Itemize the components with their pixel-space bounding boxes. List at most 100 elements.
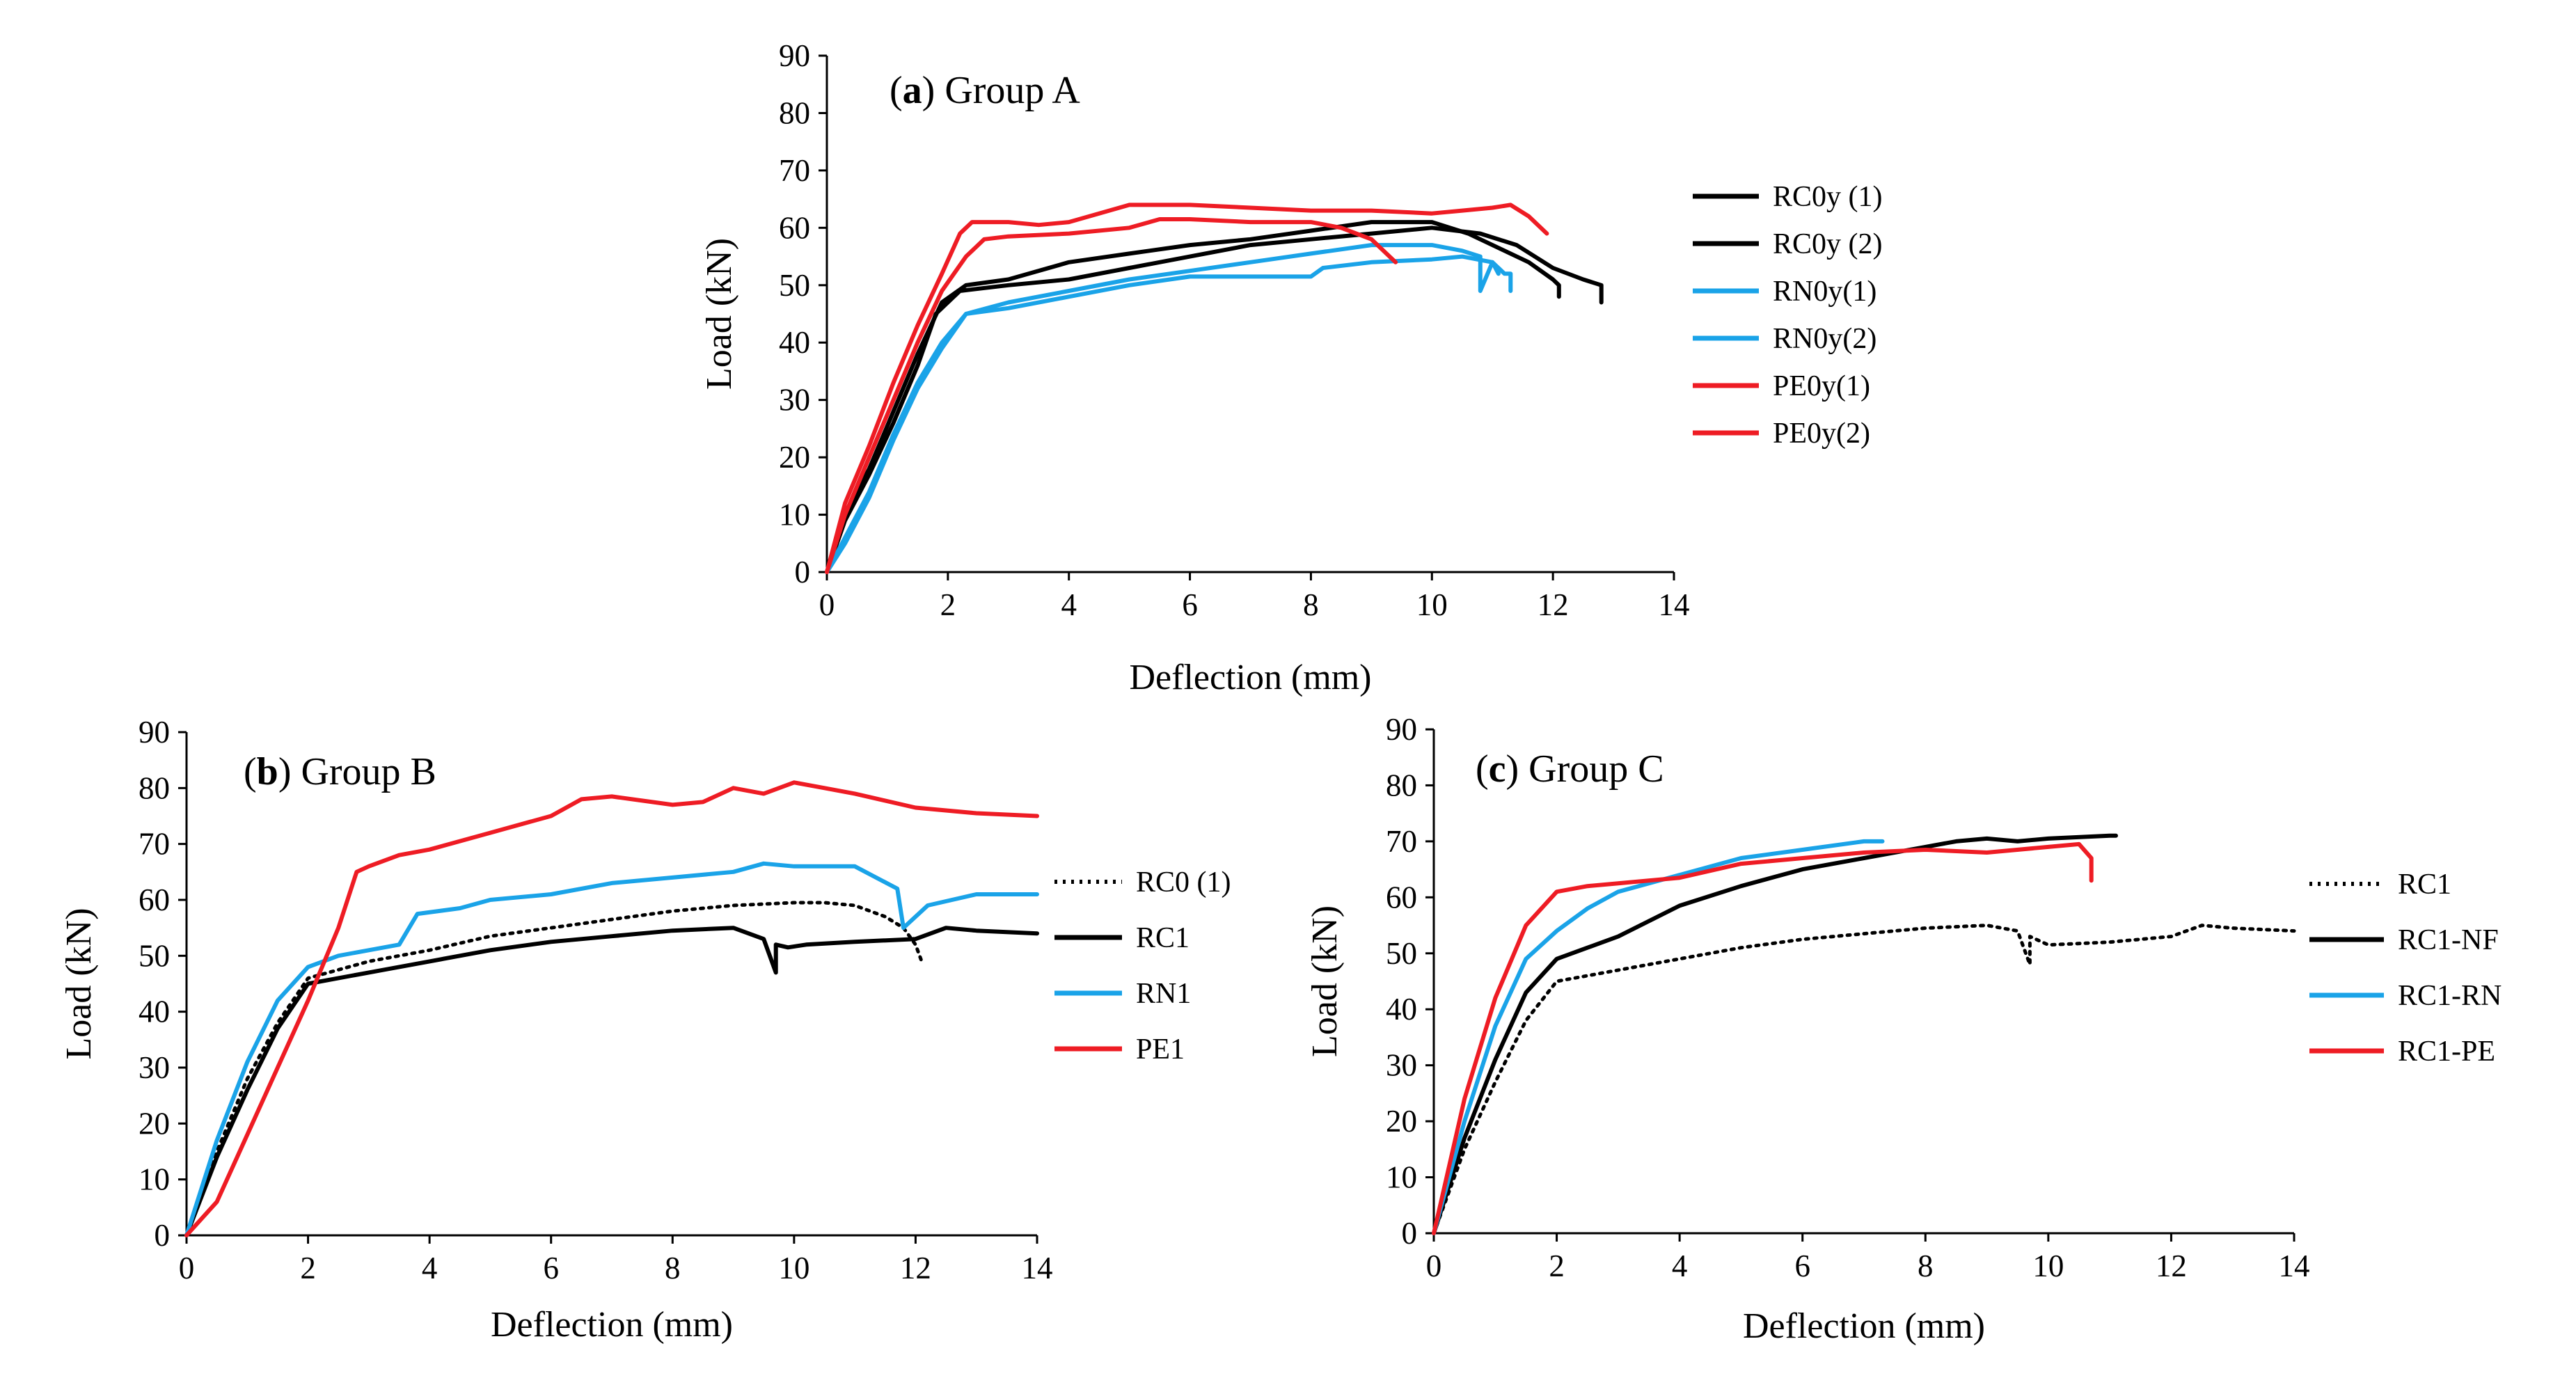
- series-line-rc0y-2: [825, 225, 1604, 574]
- panel-group-b: 0 10 20 30 40 50 60 70 80 90 0 2 4 6 8 10 12 14 Deflection…: [59, 715, 1231, 1345]
- panel-title-text: Group B: [291, 750, 436, 793]
- y-tick-label: 90: [139, 715, 170, 750]
- series-line-pe1: [184, 780, 1039, 1237]
- legend-label: RC1-RN: [2398, 980, 2502, 1012]
- x-axis-label: Deflection (mm): [1130, 658, 1372, 697]
- panel-title-letter: b: [257, 750, 278, 793]
- legend-label: RN0y(2): [1773, 323, 1876, 355]
- legend-label: RN1: [1136, 978, 1191, 1010]
- y-tick-label: 70: [779, 153, 810, 188]
- y-tick-label: 80: [139, 770, 170, 805]
- y-tick-label: 30: [779, 383, 810, 418]
- y-tick-label: 80: [779, 95, 810, 130]
- series-line-rn0y-1: [825, 243, 1501, 574]
- y-axis-label: Load (kN): [700, 238, 739, 390]
- x-tick-label: 4: [1061, 587, 1077, 622]
- legend-label: PE0y(2): [1773, 418, 1870, 450]
- y-tick-label: 50: [139, 938, 170, 973]
- panel-title-letter: a: [903, 69, 922, 112]
- series-line-rc1-rn: [1432, 839, 1885, 1235]
- x-tick-label: 8: [1918, 1249, 1934, 1283]
- y-tick-label: 30: [139, 1050, 170, 1085]
- series-line-rc0y-1: [825, 220, 1561, 574]
- panel-title: (b) Group B: [244, 750, 436, 793]
- panel-title-text: Group C: [1519, 747, 1664, 791]
- legend-label: PE0y(1): [1773, 370, 1870, 402]
- x-tick-label: 6: [1794, 1249, 1810, 1283]
- legend-label: RC1-NF: [2398, 924, 2499, 956]
- y-tick-label: 0: [1402, 1216, 1418, 1251]
- series-line-rc1: [184, 926, 1039, 1237]
- y-tick-label: 10: [139, 1162, 170, 1197]
- x-tick-label: 14: [2279, 1249, 2310, 1283]
- y-tick-label: 70: [139, 827, 170, 862]
- x-tick-label: 4: [422, 1251, 438, 1285]
- series-line-rn0y-2: [825, 254, 1513, 574]
- y-tick-label: 90: [779, 38, 810, 73]
- y-tick-label: 20: [779, 440, 810, 475]
- y-tick-label: 0: [795, 555, 811, 589]
- legend-label: RC1: [2398, 869, 2451, 901]
- y-tick-label: 90: [1386, 712, 1417, 747]
- panel-title: (c) Group C: [1476, 747, 1664, 791]
- x-tick-label: 4: [1672, 1249, 1688, 1283]
- legend-label: RC1: [1136, 922, 1190, 954]
- x-tick-label: 2: [300, 1251, 316, 1285]
- series-line-pe0y-1: [825, 203, 1549, 574]
- x-tick-label: 8: [665, 1251, 681, 1285]
- panel-title-text: Group A: [935, 69, 1080, 112]
- x-axis-label: Deflection (mm): [491, 1305, 733, 1345]
- y-tick-label: 20: [139, 1106, 170, 1141]
- x-tick-label: 6: [543, 1251, 559, 1285]
- y-tick-label: 10: [779, 498, 810, 532]
- series-line-rc0-1: [184, 901, 924, 1237]
- legend-label: RC0 (1): [1136, 866, 1231, 898]
- series-line-rc1-nf: [1432, 833, 2118, 1235]
- x-tick-label: 14: [1659, 587, 1690, 622]
- y-axis-label: Load (kN): [1305, 905, 1345, 1057]
- y-tick-label: 60: [779, 210, 810, 245]
- x-tick-label: 8: [1303, 587, 1319, 622]
- y-tick-label: 80: [1386, 768, 1417, 802]
- series-line-rc1: [1432, 924, 2296, 1235]
- x-tick-label: 2: [940, 587, 956, 622]
- series-line-pe0y-2: [825, 217, 1398, 574]
- legend-label: RN0y(1): [1773, 276, 1876, 308]
- x-tick-label: 2: [1549, 1249, 1565, 1283]
- legend-label: RC0y (2): [1773, 228, 1883, 260]
- y-tick-label: 40: [779, 325, 810, 360]
- panel-group-a: 0 10 20 30 40 50 60 70 80 90 0 2 4 6 8 10 12 14 Deflection…: [700, 38, 1883, 697]
- y-tick-label: 10: [1386, 1160, 1417, 1195]
- x-tick-label: 0: [1426, 1249, 1442, 1283]
- panel-title-letter: c: [1489, 747, 1506, 791]
- x-tick-label: 10: [1416, 587, 1448, 622]
- y-tick-label: 60: [139, 882, 170, 917]
- x-tick-label: 14: [1022, 1251, 1053, 1285]
- panel-title: (a) Group A: [890, 69, 1080, 112]
- panel-group-c: 0 10 20 30 40 50 60 70 80 90 0 2 4 6 8 10 12 14 Deflection…: [1305, 712, 2502, 1346]
- y-tick-label: 20: [1386, 1104, 1417, 1139]
- y-tick-label: 40: [139, 995, 170, 1029]
- y-tick-label: 0: [155, 1218, 171, 1253]
- x-tick-label: 12: [2156, 1249, 2187, 1283]
- x-tick-label: 0: [179, 1251, 195, 1285]
- x-tick-label: 12: [1538, 587, 1569, 622]
- x-tick-label: 10: [778, 1251, 809, 1285]
- legend-label: RC1-PE: [2398, 1036, 2495, 1068]
- y-tick-label: 50: [779, 268, 810, 303]
- x-tick-label: 6: [1182, 587, 1198, 622]
- y-tick-label: 70: [1386, 824, 1417, 859]
- y-tick-label: 40: [1386, 992, 1417, 1027]
- x-axis-label: Deflection (mm): [1743, 1306, 1985, 1346]
- y-tick-label: 60: [1386, 880, 1417, 914]
- legend-label: PE1: [1136, 1034, 1185, 1066]
- y-tick-label: 30: [1386, 1048, 1417, 1083]
- x-tick-label: 0: [819, 587, 835, 622]
- x-tick-label: 12: [900, 1251, 931, 1285]
- legend-label: RC0y (1): [1773, 181, 1883, 213]
- x-tick-label: 10: [2032, 1249, 2064, 1283]
- y-axis-label: Load (kN): [59, 908, 99, 1059]
- series-line-rc1-pe: [1432, 841, 2094, 1235]
- y-tick-label: 50: [1386, 936, 1417, 971]
